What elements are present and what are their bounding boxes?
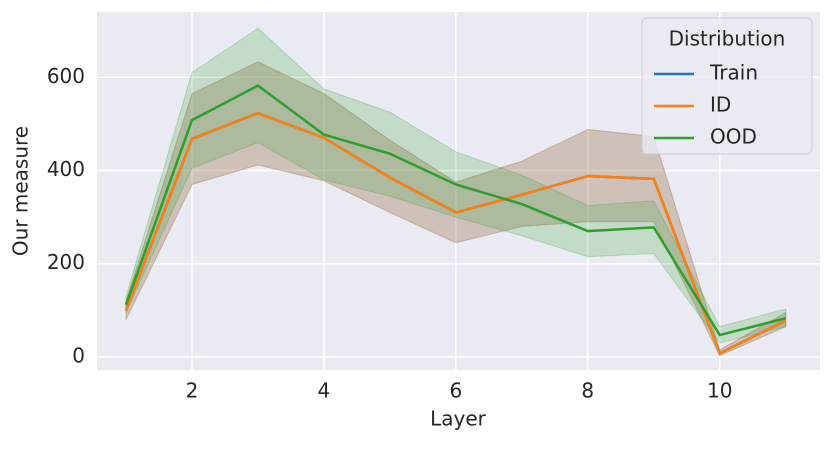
y-tick-label: 0 <box>72 343 85 367</box>
confidence-band <box>125 61 787 357</box>
line <box>124 84 787 337</box>
x-tick-label: 10 <box>707 379 732 403</box>
x-tick-label: 6 <box>449 379 462 403</box>
legend-label: ID <box>710 93 731 117</box>
legend-label: OOD <box>710 125 757 149</box>
x-tick-label: 8 <box>581 379 594 403</box>
line <box>124 111 787 355</box>
y-tick-label: 200 <box>47 250 85 274</box>
y-tick-label: 600 <box>47 64 85 88</box>
x-tick-label: 4 <box>318 379 331 403</box>
y-axis-label: Our measure <box>9 126 33 256</box>
legend-box <box>641 17 813 155</box>
x-axis-label: Layer <box>430 407 487 431</box>
y-tick-label: 400 <box>47 157 85 181</box>
x-tick-label: 2 <box>186 379 199 403</box>
confidence-band <box>125 61 787 357</box>
legend-label: Train <box>709 61 758 85</box>
legend-title: Distribution <box>669 27 786 51</box>
